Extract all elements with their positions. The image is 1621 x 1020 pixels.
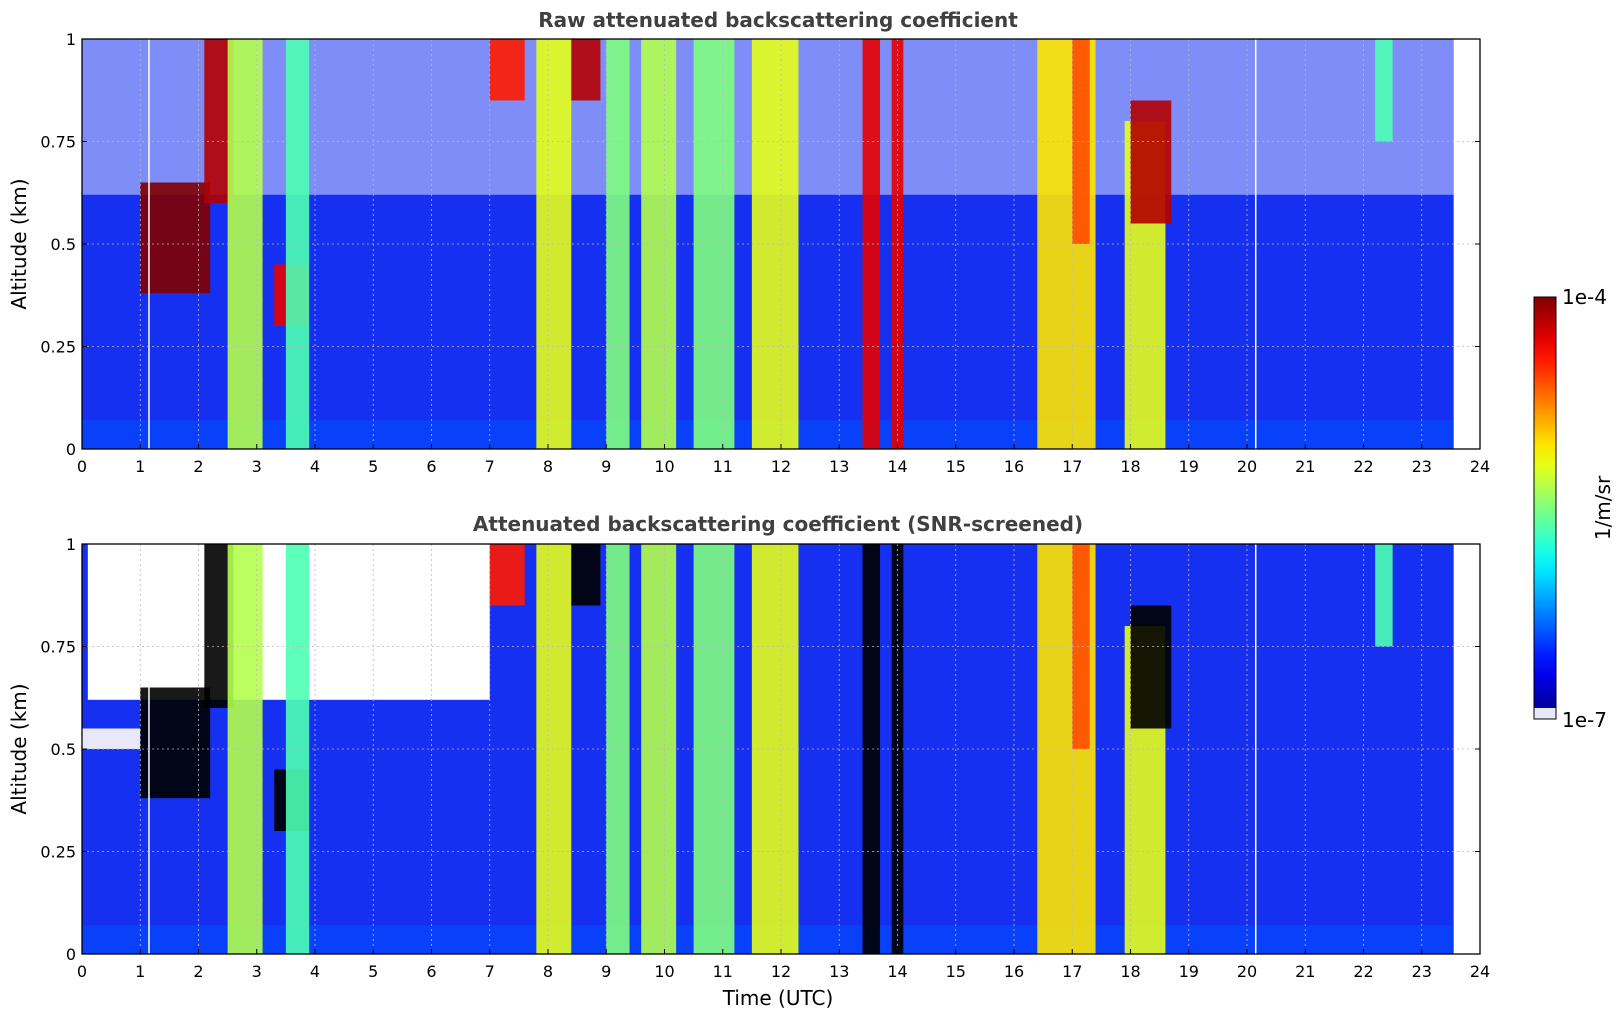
snr-heatmap	[82, 544, 1480, 954]
aerosol-plume-17	[1130, 100, 1172, 224]
x-tick-label: 20	[1237, 962, 1257, 981]
snr-axes: 0 1 2 3 4 5 6 7 8 9 10 11 12 13 14 15 16 17 18 19 20 21 22 23 24…	[40, 535, 1490, 981]
x-tick-label: 12	[771, 962, 791, 981]
x-tick-label: 19	[1179, 457, 1199, 476]
x-tick-label: 16	[1004, 457, 1024, 476]
colorbar: 1e-4 1e-7 1/m/sr	[1533, 285, 1615, 732]
x-tick-label: 21	[1295, 962, 1315, 981]
aerosol-plume-5	[489, 39, 525, 101]
y-tick-label: 0	[66, 945, 76, 964]
x-tick-label: 6	[426, 457, 436, 476]
y-tick-label: 1	[66, 30, 76, 49]
x-tick-label: 22	[1353, 457, 1373, 476]
y-tick-label: 0.75	[40, 638, 76, 657]
x-tick-label: 1	[135, 457, 145, 476]
colorbar-low-swatch	[1534, 708, 1556, 719]
colorbar-gradient	[1533, 296, 1557, 720]
x-tick-label: 18	[1120, 962, 1140, 981]
aerosol-plume-11	[751, 39, 799, 449]
raw-backscatter-panel: Raw attenuated backscattering coefficien…	[7, 8, 1490, 476]
x-tick-label: 2	[193, 457, 203, 476]
x-axis-label: Time (UTC)	[722, 986, 834, 1010]
colorbar-border	[1533, 296, 1557, 720]
x-tick-label: 0	[77, 962, 87, 981]
x-tick-label: 13	[829, 962, 849, 981]
aerosol-plume-5	[489, 544, 525, 606]
low-signal-region	[82, 728, 141, 749]
x-tick-label: 6	[426, 962, 436, 981]
x-tick-label: 20	[1237, 457, 1257, 476]
y-tick-label: 0.75	[40, 133, 76, 152]
y-tick-label: 0	[66, 440, 76, 459]
x-tick-label: 4	[310, 962, 320, 981]
x-tick-label: 5	[368, 457, 378, 476]
aerosol-plume-17	[1130, 605, 1172, 729]
x-tick-label: 2	[193, 962, 203, 981]
aerosol-plume-7	[571, 39, 601, 101]
x-tick-label: 10	[654, 457, 674, 476]
x-tick-label: 17	[1062, 457, 1082, 476]
x-tick-label: 24	[1470, 457, 1490, 476]
x-tick-label: 23	[1412, 457, 1432, 476]
aerosol-plume-0	[140, 182, 211, 294]
x-tick-label: 1	[135, 962, 145, 981]
x-tick-label: 22	[1353, 962, 1373, 981]
aerosol-plume-12	[862, 39, 881, 449]
x-tick-label: 13	[829, 457, 849, 476]
aerosol-plume-18	[1375, 544, 1393, 647]
x-tick-label: 8	[543, 457, 553, 476]
x-tick-label: 7	[485, 962, 495, 981]
x-tick-label: 12	[771, 457, 791, 476]
aerosol-plume-15	[1072, 544, 1090, 749]
x-tick-label: 14	[887, 962, 907, 981]
x-tick-label: 21	[1295, 457, 1315, 476]
x-tick-label: 0	[77, 457, 87, 476]
raw-axes: 0 1 2 3 4 5 6 7 8 9 10 11 12 13 14 15 16 17 18 19 20 21 22 23 24…	[40, 30, 1490, 476]
y-tick-label: 0.5	[51, 235, 76, 254]
aerosol-plume-11	[751, 544, 799, 954]
x-tick-label: 8	[543, 962, 553, 981]
x-tick-label: 23	[1412, 962, 1432, 981]
x-tick-label: 18	[1120, 457, 1140, 476]
colorbar-unit-label: 1/m/sr	[1591, 475, 1615, 540]
x-tick-label: 3	[252, 457, 262, 476]
snr-gridlines	[81, 543, 1481, 955]
snr-panel-title: Attenuated backscattering coefficient (S…	[473, 512, 1083, 536]
y-tick-label: 0.25	[40, 338, 76, 357]
x-tick-label: 3	[252, 962, 262, 981]
aerosol-plume-0	[140, 687, 211, 799]
aerosol-plume-12	[862, 544, 881, 954]
x-tick-label: 19	[1179, 962, 1199, 981]
x-tick-label: 9	[601, 457, 611, 476]
x-tick-label: 9	[601, 962, 611, 981]
snr-screened-panel: Attenuated backscattering coefficient (S…	[7, 512, 1490, 1010]
y-tick-label: 0.25	[40, 843, 76, 862]
aerosol-plume-18	[1375, 39, 1393, 142]
x-tick-label: 5	[368, 962, 378, 981]
x-tick-label: 11	[713, 457, 733, 476]
y-tick-label: 1	[66, 535, 76, 554]
x-tick-label: 11	[713, 962, 733, 981]
aerosol-plume-7	[571, 544, 601, 606]
aerosol-plume-15	[1072, 39, 1090, 244]
raw-panel-ylabel: Altitude (km)	[7, 178, 31, 309]
snr-panel-ylabel: Altitude (km)	[7, 683, 31, 814]
colorbar-max-label: 1e-4	[1562, 285, 1607, 309]
x-tick-label: 17	[1062, 962, 1082, 981]
x-tick-label: 10	[654, 962, 674, 981]
colorbar-min-label: 1e-7	[1562, 708, 1607, 732]
x-tick-label: 7	[485, 457, 495, 476]
x-tick-label: 16	[1004, 962, 1024, 981]
x-tick-label: 15	[946, 457, 966, 476]
x-tick-label: 4	[310, 457, 320, 476]
x-tick-label: 24	[1470, 962, 1490, 981]
x-tick-label: 15	[946, 962, 966, 981]
raw-panel-title: Raw attenuated backscattering coefficien…	[538, 8, 1018, 32]
y-tick-label: 0.5	[51, 740, 76, 759]
x-tick-label: 14	[887, 457, 907, 476]
